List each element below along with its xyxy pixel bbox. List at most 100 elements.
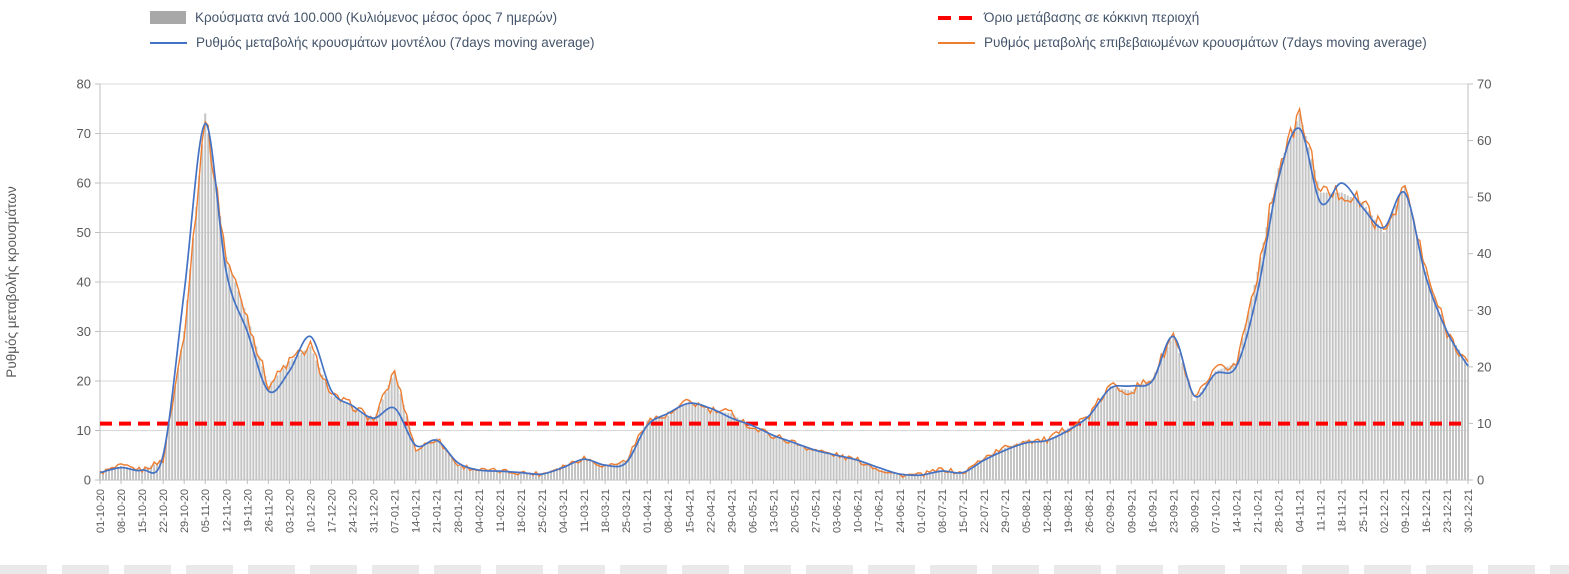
bar [375, 413, 378, 480]
bar [1009, 445, 1012, 480]
x-axis-label: 24-06-21 [895, 489, 907, 533]
bar [1154, 372, 1157, 480]
bar [1454, 345, 1457, 480]
confirmed-line-series [99, 106, 1469, 479]
bar [1343, 194, 1346, 480]
bar [201, 144, 204, 480]
x-axis-label: 21-01-21 [432, 489, 444, 533]
x-axis-label: 17-06-21 [874, 489, 886, 533]
bar [661, 416, 664, 480]
bar [1451, 340, 1454, 480]
x-axis-label: 25-11-21 [1358, 489, 1370, 532]
bar [198, 175, 201, 480]
bar [688, 400, 691, 480]
bar [114, 467, 117, 480]
bar [171, 404, 174, 480]
bar [237, 291, 240, 480]
bar [946, 470, 949, 480]
bar [832, 454, 835, 480]
bar [252, 336, 255, 480]
bar [303, 350, 306, 480]
bar [231, 274, 234, 480]
model-line-series [99, 122, 1469, 477]
bar [453, 461, 456, 480]
bar [426, 443, 429, 480]
bar [1241, 337, 1244, 480]
bar [1037, 440, 1040, 480]
x-axis-label: 07-01-21 [390, 489, 402, 533]
bar [288, 361, 291, 480]
orange-line-swatch-icon [938, 41, 975, 44]
bar [444, 449, 447, 480]
bar [1358, 201, 1361, 480]
bar [1052, 436, 1055, 480]
bar [1280, 160, 1283, 480]
bar [802, 445, 805, 480]
y-axis-tick-left: 0 [84, 473, 91, 488]
y-axis-tick-right: 0 [1477, 473, 1484, 488]
bar [1091, 411, 1094, 480]
bar [739, 419, 742, 480]
bar [931, 471, 934, 480]
bar [489, 470, 492, 480]
bar [363, 414, 366, 480]
bar [559, 466, 562, 480]
x-axis-label: 28-01-21 [453, 489, 465, 533]
bar [279, 371, 282, 480]
bar [504, 471, 507, 480]
bar [1298, 113, 1301, 480]
bar [1403, 185, 1406, 480]
bar [1034, 440, 1037, 480]
bar [525, 472, 528, 480]
bar [1013, 444, 1016, 480]
bar [979, 460, 982, 480]
bar [1160, 359, 1163, 480]
bar [1067, 427, 1070, 480]
bar [348, 404, 351, 480]
bar [1421, 259, 1424, 480]
bar [865, 464, 868, 480]
bar [396, 382, 399, 480]
bar [1046, 440, 1049, 480]
bar [213, 174, 216, 480]
x-axis-label: 14-10-21 [1231, 489, 1243, 533]
bar [477, 469, 480, 480]
y-axis-tick-right: 50 [1477, 190, 1491, 205]
bar [1118, 388, 1121, 480]
bar [985, 456, 988, 480]
bar [258, 356, 261, 480]
bar [378, 406, 381, 480]
bar [324, 381, 327, 480]
bar [381, 399, 384, 480]
bar [162, 460, 165, 480]
x-axis-label: 30-09-21 [1189, 489, 1201, 533]
bar [534, 473, 537, 480]
bar [507, 471, 510, 480]
bar [1244, 324, 1247, 480]
bar [168, 423, 171, 480]
bar [1361, 202, 1364, 481]
bar [1457, 349, 1460, 480]
bar [1346, 195, 1349, 480]
bar [414, 450, 417, 480]
bar [306, 348, 309, 480]
bar [916, 474, 919, 480]
x-axis-label: 20-05-21 [790, 489, 802, 533]
bar [1367, 211, 1370, 480]
bar [1331, 192, 1334, 481]
legend-label-cases-bars: Κρούσματα ανά 100.000 (Κυλιόμενος μέσος … [195, 10, 558, 25]
bar [1316, 181, 1319, 480]
x-axis-label: 24-12-20 [348, 489, 360, 533]
bar [1301, 124, 1304, 480]
bar [907, 474, 910, 480]
bar [919, 474, 922, 480]
bar [1274, 183, 1277, 480]
y-axis-tick-right: 70 [1477, 77, 1491, 92]
bar [312, 353, 315, 480]
legend-label-threshold: Όριο μετάβασης σε κόκκινη περιοχή [984, 10, 1200, 25]
bar [339, 400, 342, 480]
x-axis-label: 09-09-21 [1126, 489, 1138, 533]
bar [315, 360, 318, 480]
bar [625, 461, 628, 480]
bar [399, 393, 402, 480]
